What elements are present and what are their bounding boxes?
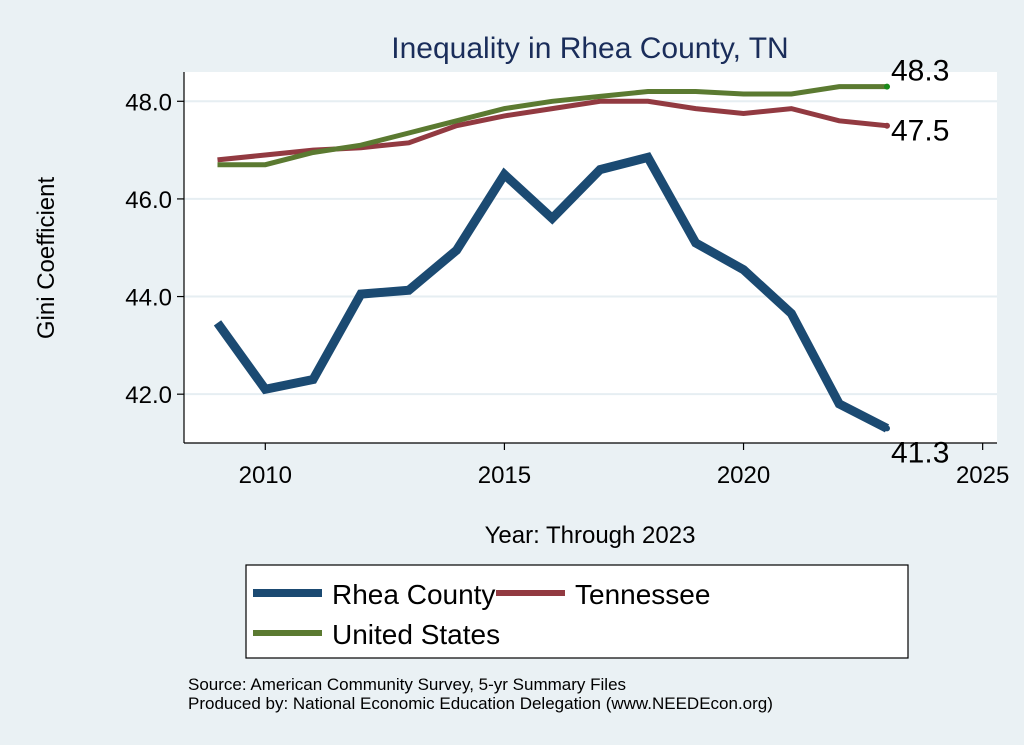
chart-title: Inequality in Rhea County, TN <box>391 32 788 65</box>
plot-area <box>184 72 997 443</box>
producer-note: Produced by: National Economic Education… <box>188 694 773 713</box>
legend-label-rhea-county: Rhea County <box>332 579 495 610</box>
y-tick-label: 48.0 <box>125 89 172 116</box>
y-axis-label: Gini Coefficient <box>33 177 60 340</box>
legend-label-united-states: United States <box>332 619 500 650</box>
series-end-marker <box>884 83 891 90</box>
series-end-marker <box>884 122 891 129</box>
end-label-rhea-county: 41.3 <box>891 436 949 469</box>
y-tick-label: 42.0 <box>125 382 172 409</box>
x-axis-label: Year: Through 2023 <box>485 522 696 549</box>
legend-label-tennessee: Tennessee <box>575 579 710 610</box>
series-line-rhea-county <box>213 152 890 433</box>
series-end-marker <box>884 425 891 432</box>
source-note: Source: American Community Survey, 5-yr … <box>188 675 626 694</box>
x-tick-label: 2015 <box>478 462 531 489</box>
x-tick-label: 2025 <box>956 462 1009 489</box>
x-tick-label: 2020 <box>717 462 770 489</box>
legend <box>245 564 909 659</box>
end-label-tennessee: 47.5 <box>891 115 949 148</box>
end-label-united-states: 48.3 <box>891 55 949 88</box>
series-line-united-states <box>217 84 887 168</box>
y-tick-label: 44.0 <box>125 285 172 312</box>
x-tick-label: 2010 <box>239 462 292 489</box>
y-tick-label: 46.0 <box>125 187 172 214</box>
